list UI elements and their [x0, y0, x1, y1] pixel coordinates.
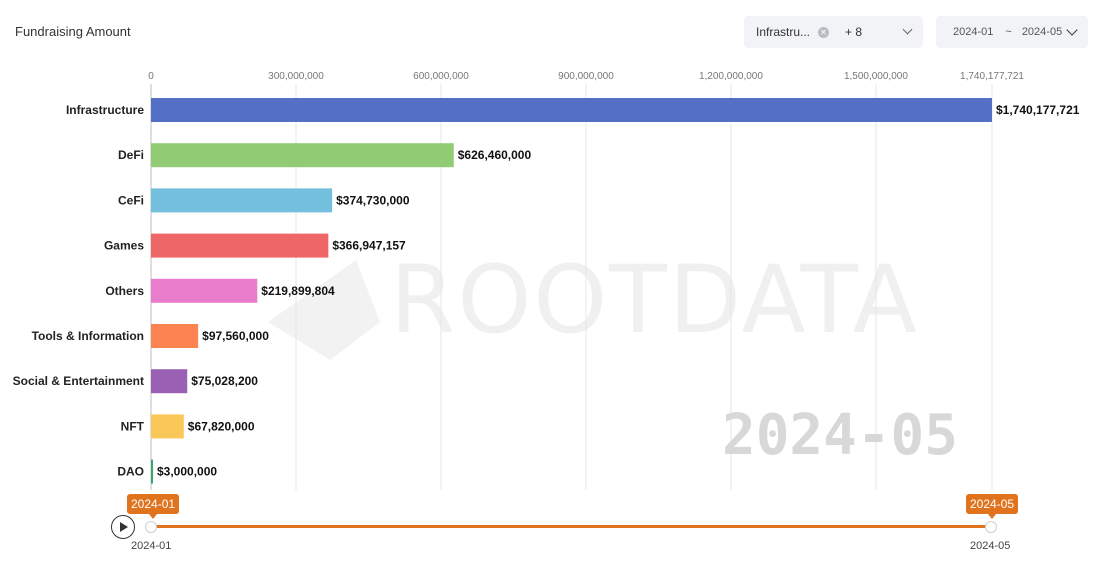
- x-tick-label: 900,000,000: [558, 71, 614, 82]
- x-tick-label: 300,000,000: [268, 71, 324, 82]
- category-label: Tools & Information: [32, 329, 144, 343]
- bar[interactable]: [151, 233, 329, 258]
- category-label: Games: [104, 239, 144, 253]
- category-label: Social & Entertainment: [13, 374, 144, 388]
- chart-title: Fundraising Amount: [15, 24, 131, 39]
- bar[interactable]: [151, 98, 992, 122]
- value-label: $97,560,000: [202, 329, 269, 343]
- bar[interactable]: [151, 143, 454, 168]
- timeline: 2024-01 2024-05 2024-01 2024-05: [0, 494, 1100, 564]
- category-label: CeFi: [118, 193, 144, 207]
- timeline-end-label: 2024-05: [970, 540, 1011, 552]
- watermark-logo: [268, 260, 380, 360]
- timeline-start-value: 2024-01: [127, 494, 180, 519]
- category-label: NFT: [121, 419, 145, 433]
- value-label: $374,730,000: [336, 193, 410, 207]
- bar[interactable]: [151, 278, 258, 303]
- date-start: 2024-01: [953, 26, 994, 38]
- value-label: $75,028,200: [191, 374, 258, 388]
- watermark: ROOTDATA: [268, 246, 919, 360]
- bar[interactable]: [151, 369, 188, 394]
- category-label: Others: [105, 284, 144, 298]
- category-label: DAO: [117, 465, 144, 479]
- x-tick-label: 0: [148, 71, 154, 82]
- value-label: $219,899,804: [261, 284, 335, 298]
- bar-chart: ROOTDATA 0 300,000,000 600,000,000 900,000,…: [13, 71, 1080, 490]
- bar[interactable]: [151, 324, 199, 348]
- category-filter-select[interactable]: Infrastru... ✕ + 8: [744, 16, 923, 48]
- timeline-end-handle[interactable]: [985, 521, 997, 533]
- x-tick-label: 1,740,177,721: [960, 71, 1024, 82]
- value-label: $1,740,177,721: [996, 103, 1080, 117]
- category-label: Infrastructure: [66, 103, 144, 117]
- timeline-start-handle[interactable]: [145, 521, 157, 533]
- bar[interactable]: [151, 459, 153, 484]
- value-label: $67,820,000: [188, 419, 255, 433]
- chevron-down-icon: [1066, 24, 1078, 36]
- close-icon[interactable]: ✕: [818, 26, 829, 38]
- x-tick-label: 600,000,000: [413, 71, 469, 82]
- value-label: $3,000,000: [157, 465, 217, 479]
- value-label: $366,947,157: [332, 239, 406, 253]
- bar[interactable]: [151, 188, 333, 213]
- watermark-text: ROOTDATA: [390, 246, 919, 355]
- value-label: $626,460,000: [458, 148, 532, 162]
- timeline-track[interactable]: [151, 525, 991, 528]
- more-count: + 8: [845, 25, 863, 39]
- x-tick-label: 1,200,000,000: [699, 71, 763, 82]
- timeline-start-label: 2024-01: [131, 540, 172, 552]
- x-tick-label: 1,500,000,000: [844, 71, 908, 82]
- date-end: 2024-05: [1021, 26, 1063, 38]
- timeline-end-value: 2024-05: [966, 494, 1019, 519]
- play-icon: [120, 522, 128, 532]
- selected-tag: Infrastru...: [756, 25, 811, 39]
- category-label: DeFi: [118, 148, 144, 162]
- date-separator: ~: [1005, 26, 1012, 38]
- chevron-down-icon: [902, 24, 913, 35]
- bar[interactable]: [151, 414, 184, 439]
- date-range-picker[interactable]: 2024-01 ~ 2024-05: [936, 16, 1088, 48]
- play-button[interactable]: [111, 515, 135, 539]
- period-label: 2024-05: [722, 403, 958, 468]
